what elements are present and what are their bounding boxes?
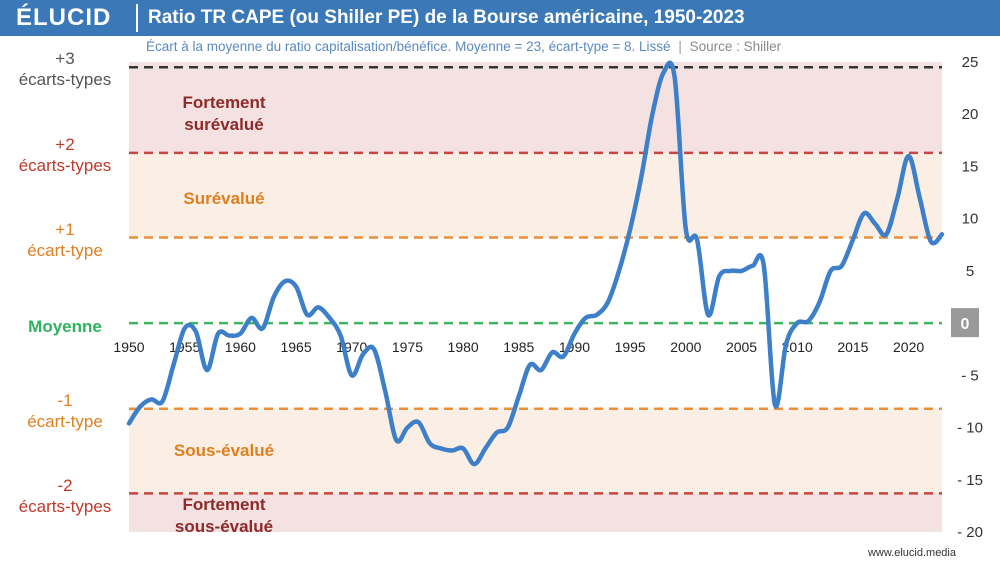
- elucid-logo: ÉLUCID: [16, 4, 112, 31]
- x-tick-label: 2005: [726, 339, 757, 355]
- label-plus3-value: +3: [55, 49, 75, 68]
- zone-over-band: [129, 152, 942, 238]
- x-axis-tick-labels: 1950 1955 1960 1965 1970 1975 1980 1985 1990 1995…: [113, 339, 924, 355]
- zone-under-band: [129, 408, 942, 494]
- zone-label-over: Surévalué: [183, 189, 265, 208]
- y-tick-label: 10: [962, 211, 979, 228]
- x-tick-label: 2010: [782, 339, 813, 355]
- x-tick-label: 1985: [503, 339, 534, 355]
- header-divider: [136, 4, 138, 32]
- y-tick-label: 0: [961, 316, 970, 333]
- y-tick-label: - 15: [957, 472, 983, 489]
- label-plus3-unit: écarts-types: [18, 70, 112, 89]
- label-plus1: +1 écart-type: [0, 219, 130, 261]
- y-tick-label: 25: [962, 54, 979, 71]
- zone-strong-under-line2: sous-évalué: [174, 517, 274, 536]
- label-minus1: -1 écart-type: [0, 390, 130, 432]
- x-tick-label: 2000: [670, 339, 701, 355]
- zone-strong-under-line1: Fortement: [182, 495, 266, 514]
- x-tick-label: 1975: [392, 339, 423, 355]
- y-tick-label: 15: [962, 158, 979, 175]
- chart-subtitle: Écart à la moyenne du ratio capitalisati…: [146, 39, 781, 54]
- label-minus2-unit: écarts-types: [18, 497, 112, 516]
- cape-series-line: [126, 60, 945, 467]
- footer-url: www.elucid.media: [867, 547, 956, 559]
- zone-label-under: Sous-évalué: [173, 441, 275, 460]
- x-tick-label: 1980: [448, 339, 479, 355]
- cape-series: [126, 60, 945, 467]
- zone-strong-under-band: [129, 493, 942, 532]
- chart-title: Ratio TR CAPE (ou Shiller PE) de la Bour…: [148, 7, 745, 28]
- x-tick-label: 1995: [615, 339, 646, 355]
- label-plus2-unit: écarts-types: [18, 156, 112, 175]
- label-minus1-value: -1: [57, 391, 73, 410]
- label-mean: Moyenne: [28, 317, 102, 336]
- label-plus2: +2 écarts-types: [0, 134, 130, 176]
- x-tick-label: 1960: [225, 339, 256, 355]
- y-tick-label: - 10: [957, 420, 983, 437]
- x-tick-label: 1965: [280, 339, 311, 355]
- label-plus1-value: +1: [55, 220, 75, 239]
- y-tick-label: - 20: [957, 524, 983, 541]
- header-bar: ÉLUCID Ratio TR CAPE (ou Shiller PE) de …: [0, 0, 1000, 36]
- label-plus3: +3 écarts-types: [0, 48, 130, 90]
- x-tick-label: 1950: [113, 339, 144, 355]
- x-tick-label: 1955: [169, 339, 200, 355]
- y-tick-label: - 5: [961, 367, 979, 384]
- x-tick-label: 2015: [837, 339, 868, 355]
- y-tick-label: 20: [962, 106, 979, 123]
- y-tick-zero-badge: [951, 308, 979, 338]
- y-tick-label: 5: [966, 263, 974, 280]
- zone-label-strong-under: Fortement sous-évalué: [144, 494, 304, 538]
- source-label: Source : Shiller: [689, 39, 782, 54]
- y-axis-tick-labels: 25 20 15 10 5 0 - 5 - 10 - 15 - 20: [951, 54, 983, 541]
- label-plus1-unit: écart-type: [27, 241, 103, 260]
- zone-label-strong-over: Fortement surévalué: [144, 92, 304, 136]
- zone-strong-over-line1: Fortement: [182, 93, 266, 112]
- valuation-zones: [129, 62, 942, 532]
- label-plus2-value: +2: [55, 135, 75, 154]
- x-tick-label: 2020: [893, 339, 924, 355]
- zone-strong-over-band: [129, 62, 942, 153]
- zone-strong-over-line2: surévalué: [184, 115, 264, 134]
- label-minus1-unit: écart-type: [27, 412, 103, 431]
- label-minus2-value: -2: [57, 476, 73, 495]
- label-minus2: -2 écarts-types: [0, 475, 130, 517]
- subtitle-separator: |: [678, 39, 682, 54]
- elucid-mark-icon: [0, 0, 18, 10]
- subtitle-text: Écart à la moyenne du ratio capitalisati…: [146, 39, 671, 54]
